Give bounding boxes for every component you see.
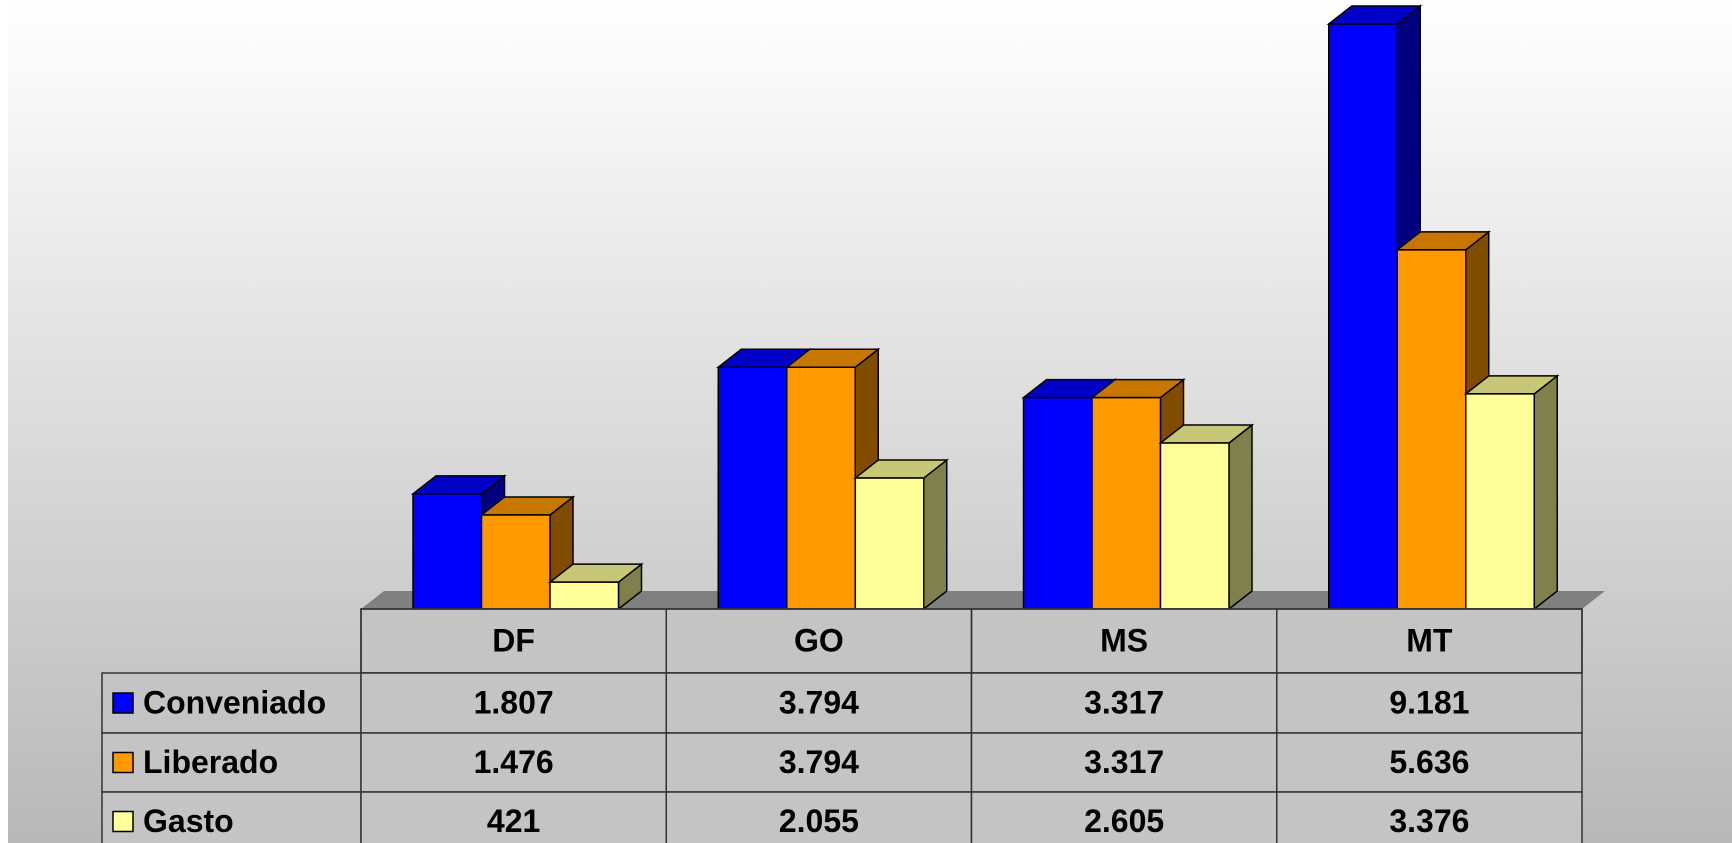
value-label: 3.794: [779, 684, 859, 720]
value-label: 3.317: [1084, 684, 1164, 720]
table-cell: [360, 672, 667, 734]
floor: [361, 591, 1605, 609]
table-cell: [1276, 732, 1583, 793]
bar: [786, 366, 856, 610]
bar: [1328, 23, 1398, 610]
bar: [412, 493, 483, 610]
value-label: 1.476: [474, 744, 554, 780]
bar-side: [1533, 374, 1558, 611]
table-cell: [665, 672, 973, 734]
value-label: 421: [487, 803, 540, 839]
bar: [480, 514, 551, 610]
bar-side: [923, 458, 948, 611]
bar: [854, 477, 925, 610]
category-label: MS: [1100, 622, 1148, 658]
bar: [549, 581, 620, 610]
table-cell: [970, 672, 1278, 734]
table-cell: [665, 791, 973, 843]
bar-side: [1228, 423, 1253, 611]
legend-label: Gasto: [143, 803, 234, 839]
table-cell: [360, 732, 667, 793]
value-label: 3.794: [779, 744, 859, 780]
category-label: DF: [492, 622, 535, 658]
value-label: 2.605: [1084, 803, 1164, 839]
value-label: 9.181: [1389, 684, 1469, 720]
bar: [717, 366, 788, 610]
table-cell: [1276, 672, 1583, 734]
table-label-cell: [101, 791, 362, 843]
bar: [1091, 396, 1162, 610]
legend-marker: [112, 751, 134, 774]
bar: [1022, 396, 1093, 610]
bar: [1396, 249, 1467, 610]
table-cell: [665, 732, 973, 793]
value-label: 3.376: [1389, 803, 1469, 839]
value-label: 5.636: [1389, 744, 1469, 780]
table-cell: [1276, 791, 1583, 843]
legend-marker: [112, 692, 134, 714]
legend-marker: [112, 810, 134, 833]
table-cell: [970, 732, 1278, 793]
table-label-cell: [101, 672, 362, 734]
bar: [1465, 393, 1535, 610]
legend-label: Conveniado: [143, 684, 326, 720]
value-label: 2.055: [779, 803, 859, 839]
category-label: GO: [794, 622, 844, 658]
bar: [1159, 442, 1230, 610]
table-cell: [360, 791, 667, 843]
legend-label: Liberado: [143, 744, 278, 780]
table-cell: [970, 791, 1278, 843]
category-label: MT: [1406, 622, 1453, 658]
value-label: 1.807: [474, 684, 554, 720]
value-label: 3.317: [1084, 744, 1164, 780]
